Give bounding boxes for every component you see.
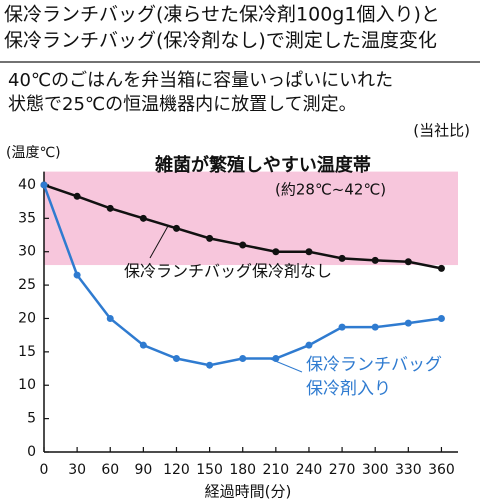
y-axis-label: (温度℃) — [6, 145, 61, 161]
series-label: 保冷ランチバッグ — [306, 355, 442, 375]
y-tick-label: 25 — [18, 277, 36, 293]
y-tick-label: 15 — [18, 344, 36, 360]
data-point — [338, 254, 346, 262]
x-tick-label: 360 — [428, 462, 455, 478]
series-label: 保冷ランチバッグ保冷剤なし — [124, 262, 332, 281]
y-tick-label: 30 — [18, 244, 36, 260]
data-point — [272, 248, 280, 256]
data-point — [239, 241, 247, 249]
x-tick-label: 210 — [262, 462, 289, 478]
y-tick-label: 5 — [27, 411, 36, 427]
x-tick-label: 90 — [134, 462, 152, 478]
chart-title: 保冷ランチバッグ(凍らせた保冷剤100g1個入り)と — [4, 4, 440, 26]
x-tick-label: 300 — [362, 462, 389, 478]
data-point — [206, 361, 214, 369]
x-tick-label: 150 — [196, 462, 223, 478]
data-point — [338, 323, 346, 331]
data-point — [73, 192, 81, 200]
data-point — [371, 256, 379, 264]
source: (当社比) — [413, 122, 470, 140]
data-point — [437, 314, 445, 322]
x-axis-label: 経過時間(分) — [205, 483, 292, 501]
x-tick-label: 240 — [296, 462, 323, 478]
data-point — [40, 181, 48, 189]
x-tick-label: 270 — [329, 462, 356, 478]
data-point — [172, 355, 180, 363]
band — [44, 171, 458, 266]
y-tick-label: 40 — [18, 177, 36, 193]
data-point — [272, 355, 280, 363]
data-layer — [40, 181, 445, 369]
data-point — [73, 271, 81, 279]
data-point — [106, 204, 114, 212]
data-point — [305, 341, 313, 349]
data-point — [172, 224, 180, 232]
data-point — [404, 319, 412, 327]
x-tick-label: 330 — [395, 462, 422, 478]
data-point — [239, 355, 247, 363]
x-tick-label: 0 — [40, 462, 49, 478]
series-label: 保冷剤入り — [306, 379, 391, 399]
data-point — [371, 323, 379, 331]
axis-layer: 0 5 10 15 20 25 30 35 40 0 30 60 90 120 150 180 210 240 27… — [18, 171, 458, 478]
data-point — [106, 314, 114, 322]
x-tick-label: 30 — [68, 462, 86, 478]
data-point — [139, 214, 147, 222]
x-tick-label: 120 — [163, 462, 190, 478]
subtitle: 40℃のごはんを弁当箱に容量いっぱいにいれた — [8, 70, 393, 91]
y-tick-label: 10 — [18, 377, 36, 393]
data-point — [305, 248, 313, 256]
y-tick-label: 20 — [18, 310, 36, 326]
chart-title: 保冷ランチバッグ(保冷剤なし)で測定した温度変化 — [4, 30, 437, 52]
data-point — [139, 341, 147, 349]
data-point — [206, 234, 214, 242]
y-tick-label: 35 — [18, 210, 36, 226]
data-point — [404, 258, 412, 266]
band-label: 雑菌が繁殖しやすい温度帯 — [154, 154, 371, 176]
x-tick-label: 60 — [101, 462, 119, 478]
leader-line — [149, 225, 169, 259]
y-tick-label: 0 — [27, 444, 36, 460]
x-tick-label: 180 — [229, 462, 256, 478]
subtitle: 状態で25℃の恒温機器内に放置して測定。 — [8, 94, 357, 115]
band-sublabel: (約28℃~42℃) — [275, 181, 386, 199]
data-point — [437, 264, 445, 272]
band-layer — [44, 171, 458, 266]
